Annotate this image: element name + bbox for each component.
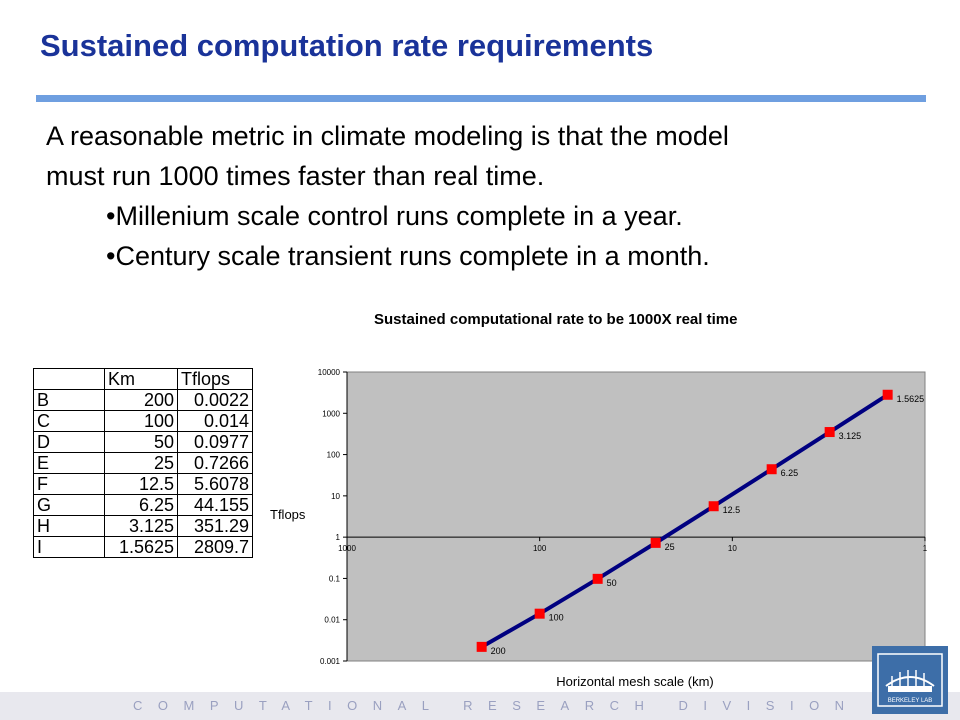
- table-cell: 5.6078: [177, 473, 253, 495]
- bullet-2: •Century scale transient runs complete i…: [106, 241, 710, 271]
- table-row: F 12.5 5.6078: [33, 473, 253, 495]
- table-row: I 1.5625 2809.7: [33, 536, 253, 558]
- data-label: 3.125: [839, 431, 862, 441]
- table-header-row: Km Tflops: [33, 368, 253, 390]
- data-label: 12.5: [723, 505, 741, 515]
- table-cell: 0.0977: [177, 431, 253, 453]
- table-cell: C: [33, 410, 105, 432]
- intro-line-2: must run 1000 times faster than real tim…: [46, 161, 545, 191]
- plot-area: [346, 371, 926, 662]
- data-point: [766, 464, 777, 475]
- table-row: G 6.25 44.155: [33, 494, 253, 516]
- footer-text: COMPUTATIONAL RESEARCH DIVISION: [133, 698, 860, 713]
- data-table: Km Tflops B 200 0.0022 C 100 0.014 D 50 0.0977 E 25 0…: [33, 368, 253, 558]
- data-point: [534, 608, 545, 619]
- x-tick-label: 1: [923, 544, 928, 553]
- y-tick-label: 10000: [318, 368, 341, 377]
- y-axis-title: Tflops: [270, 507, 306, 522]
- lab-building-icon: BERKELEY LAB: [877, 653, 943, 707]
- table-cell: 351.29: [177, 515, 253, 537]
- x-tick-label: 1000: [338, 544, 356, 553]
- slide-body: A reasonable metric in climate modeling …: [46, 116, 936, 276]
- x-tick-label: 100: [533, 544, 547, 553]
- table-cell: Tflops: [177, 368, 253, 390]
- y-tick-label: 10: [331, 492, 340, 501]
- data-point: [824, 427, 835, 438]
- footer-band: [0, 692, 960, 720]
- y-tick-label: 0.1: [329, 574, 341, 583]
- data-point: [476, 641, 487, 652]
- table-cell: 12.5: [104, 473, 178, 495]
- data-label: 1.5625: [897, 394, 925, 404]
- data-point: [650, 537, 661, 548]
- x-tick-label: 10: [728, 544, 737, 553]
- berkeley-lab-logo: BERKELEY LAB: [872, 646, 948, 714]
- table-row: H 3.125 351.29: [33, 515, 253, 537]
- intro-line-1: A reasonable metric in climate modeling …: [46, 121, 729, 151]
- table-cell: 100: [104, 410, 178, 432]
- y-tick-label: 0.001: [320, 657, 341, 666]
- table-cell: 1.5625: [104, 536, 178, 558]
- table-cell: Km: [104, 368, 178, 390]
- data-label: 6.25: [781, 468, 799, 478]
- series-line: [480, 393, 889, 649]
- table-row: D 50 0.0977: [33, 431, 253, 453]
- y-tick-label: 1: [336, 533, 341, 542]
- data-point: [592, 573, 603, 584]
- slide-title: Sustained computation rate requirements: [40, 28, 654, 63]
- data-point: [708, 501, 719, 512]
- title-divider: [36, 95, 926, 102]
- chart-title: Sustained computational rate to be 1000X…: [374, 311, 738, 328]
- table-cell: 2809.7: [177, 536, 253, 558]
- data-label: 100: [549, 613, 564, 623]
- table-cell: 0.7266: [177, 452, 253, 474]
- table-cell: 50: [104, 431, 178, 453]
- data-point: [882, 389, 893, 400]
- data-label: 200: [491, 646, 506, 656]
- bullet-1: •Millenium scale control runs complete i…: [106, 201, 683, 231]
- y-tick-label: 1000: [322, 409, 340, 418]
- y-tick-label: 100: [327, 451, 341, 460]
- data-label: 50: [607, 578, 617, 588]
- table-row: C 100 0.014: [33, 410, 253, 432]
- logo-text: BERKELEY LAB: [888, 698, 933, 704]
- data-label: 25: [665, 542, 675, 552]
- y-tick-label: 0.01: [324, 616, 340, 625]
- x-axis-title: Horizontal mesh scale (km): [556, 674, 714, 689]
